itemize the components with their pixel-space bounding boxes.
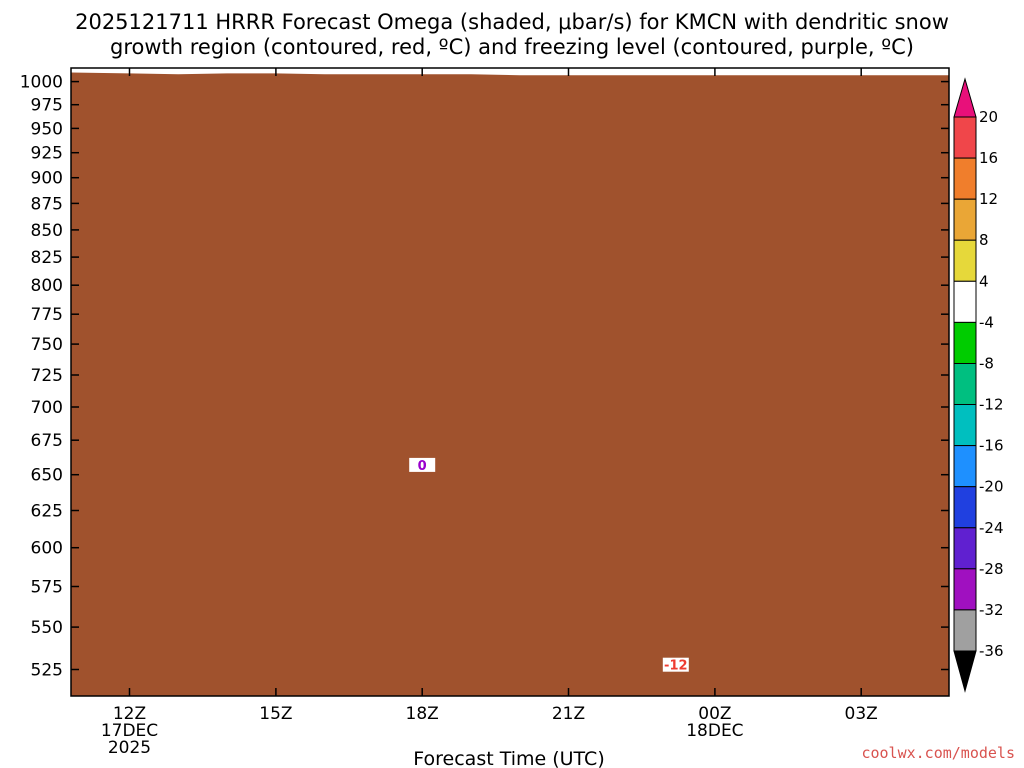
y-tick-label-550: 550 [31,618,63,638]
dendritic-growth-top-label-bg [662,657,689,672]
y-tick-label-600: 600 [31,539,63,559]
colorbar-label--20: -20 [979,478,1004,496]
y-tick-label-975: 975 [31,96,63,116]
colorbar-label-4: 4 [979,272,989,290]
colorbar-bin--4-4 [953,280,977,323]
dendritic-growth-top-label: -12 [664,659,688,674]
x-tick-label-15-0: 15Z [259,704,292,724]
colorbar-label--8: -8 [979,355,994,373]
y-tick-label-900: 900 [31,169,63,189]
colorbar-label--32: -32 [979,601,1004,619]
colorbar-label--12: -12 [979,396,1004,414]
colorbar-bin--32--28 [953,568,977,611]
colorbar-label-12: 12 [979,190,998,208]
colorbar-bin-4-8 [953,239,977,282]
x-tick-label-24-1: 18DEC [686,721,743,741]
x-tick-label-27-0: 03Z [845,704,878,724]
x-tick-label-12-1: 17DEC [101,721,158,741]
x-tick-label-24-0: 00Z [698,704,731,724]
x-tick-label-21-0: 21Z [552,704,585,724]
colorbar-label-16: 16 [979,149,998,167]
colorbar-bin-8-12 [953,198,977,241]
y-tick-label-1000: 1000 [20,73,63,93]
colorbar-label-20: 20 [979,108,998,126]
colorbar-bin--8--4 [953,321,977,364]
x-tick-label-18-0: 18Z [406,704,439,724]
y-tick-label-950: 950 [31,119,63,139]
freezing-level-label: 0 [418,459,427,474]
y-tick-label-825: 825 [31,248,63,268]
y-tick-label-925: 925 [31,144,63,164]
surface-terrain [71,72,949,696]
colorbar-bin-16-20 [953,116,977,159]
x-tick-label-12-0: 12Z [113,704,146,724]
y-axis: 525 550 575 600 625 650 675 700 725 750 775 800 825 8… [20,73,949,681]
colorbar-label--24: -24 [979,519,1004,537]
y-tick-label-675: 675 [31,431,63,451]
colorbar-bin-12-16 [953,157,977,200]
colorbar-label--16: -16 [979,437,1004,455]
plot-frame [70,67,950,697]
x-axis-label: Forecast Time (UTC) [413,748,604,768]
colorbar-label--28: -28 [979,560,1004,578]
chart-title-line-2: growth region (contoured, red, ºC) and f… [110,35,914,59]
colorbar-bin--28--24 [953,527,977,570]
colorbar-bin--24--20 [953,486,977,529]
credit-text: coolwx.com/models [861,744,1015,762]
colorbar-label--36: -36 [979,642,1004,660]
colorbar-under-arrow [953,650,977,693]
chart-title-line-1: 2025121711 HRRR Forecast Omega (shaded, … [75,10,949,34]
y-tick-label-700: 700 [31,398,63,418]
y-tick-label-650: 650 [31,466,63,486]
y-tick-label-525: 525 [31,661,63,681]
y-tick-label-625: 625 [31,502,63,522]
y-tick-label-725: 725 [31,366,63,386]
y-tick-label-575: 575 [31,578,63,598]
y-tick-label-750: 750 [31,335,63,355]
colorbar-label-8: 8 [979,231,989,249]
colorbar: 20 16 12 8 4 -4 -8 -12 -16 -20 -24 -28 -32 -36 [953,77,1004,693]
colorbar-bin--36--32 [953,609,977,652]
y-tick-label-875: 875 [31,194,63,214]
contour-labels: -12 0 [409,457,689,674]
colorbar-bin--12--8 [953,363,977,406]
colorbar-bin--16--12 [953,404,977,447]
y-tick-label-850: 850 [31,221,63,241]
freezing-level-label-bg [409,457,436,472]
x-tick-label-12-2: 2025 [108,738,151,758]
y-tick-label-775: 775 [31,305,63,325]
colorbar-label--4: -4 [979,313,994,331]
colorbar-bin--20--16 [953,445,977,488]
y-tick-label-800: 800 [31,276,63,296]
ground-layer [71,72,949,696]
